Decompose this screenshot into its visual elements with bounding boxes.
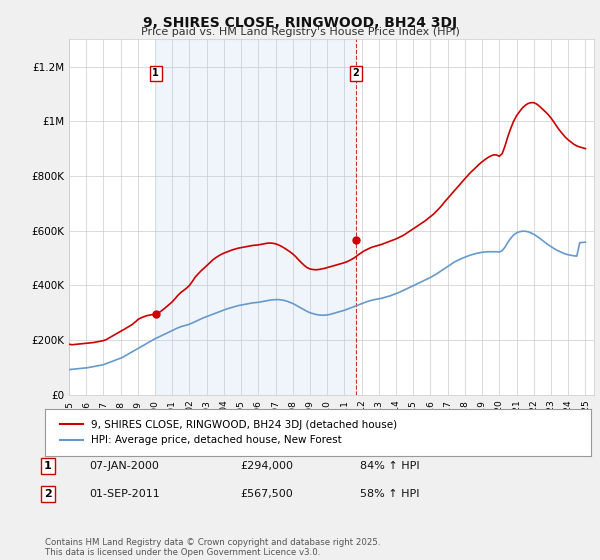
Text: 2: 2 [44,489,52,499]
Point [151,310,161,319]
Text: £567,500: £567,500 [240,489,293,499]
Text: 1: 1 [152,68,159,78]
Text: 07-JAN-2000: 07-JAN-2000 [89,461,158,471]
Text: Contains HM Land Registry data © Crown copyright and database right 2025.
This d: Contains HM Land Registry data © Crown c… [45,538,380,557]
Text: 1: 1 [44,461,52,471]
Text: £294,000: £294,000 [240,461,293,471]
Text: Price paid vs. HM Land Registry's House Price Index (HPI): Price paid vs. HM Land Registry's House … [140,27,460,37]
Point [351,235,361,244]
Text: 2: 2 [353,68,359,78]
Bar [156,39,356,395]
Text: 58% ↑ HPI: 58% ↑ HPI [360,489,419,499]
Text: 9, SHIRES CLOSE, RINGWOOD, BH24 3DJ: 9, SHIRES CLOSE, RINGWOOD, BH24 3DJ [143,16,457,30]
Legend: 9, SHIRES CLOSE, RINGWOOD, BH24 3DJ (detached house), HPI: Average price, detach: 9, SHIRES CLOSE, RINGWOOD, BH24 3DJ (det… [56,416,401,449]
Text: 01-SEP-2011: 01-SEP-2011 [89,489,160,499]
Text: 84% ↑ HPI: 84% ↑ HPI [360,461,419,471]
